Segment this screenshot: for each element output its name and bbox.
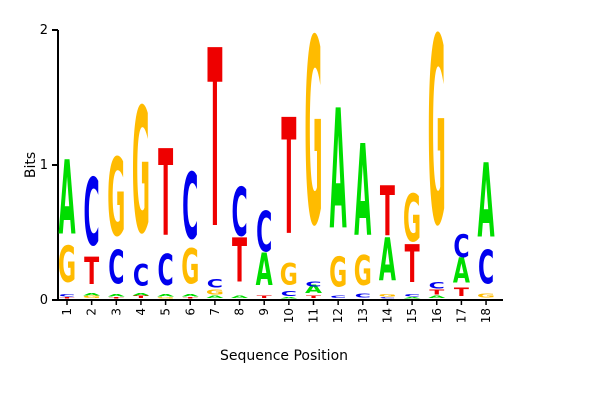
logo-letter-A: A xyxy=(83,292,101,296)
logo-letter-A: A xyxy=(206,295,224,299)
logo-letter-G: G xyxy=(181,238,199,295)
logo-letter-C: C xyxy=(207,278,223,291)
logo-letter-T: T xyxy=(454,286,469,299)
x-tick-label: 3 xyxy=(109,308,123,316)
logo-letter-C: C xyxy=(158,246,174,295)
logo-letter-G: G xyxy=(157,297,175,299)
logo-letter-A: A xyxy=(478,144,495,261)
logo-letter-C: C xyxy=(281,289,297,298)
logo-letter-C: C xyxy=(330,295,346,299)
logo-letter-C: C xyxy=(84,159,100,266)
x-tick-label: 15 xyxy=(405,308,419,323)
logo-letter-C: C xyxy=(355,292,371,299)
y-tick-label: 2 xyxy=(40,23,48,38)
x-tick-label: 1 xyxy=(60,308,74,316)
x-tick-label: 12 xyxy=(331,308,345,323)
logo-letter-C: C xyxy=(478,240,494,295)
logo-letter-T: T xyxy=(84,251,99,294)
logo-letter-C: C xyxy=(429,280,445,291)
logo-letter-T: T xyxy=(133,295,148,299)
logo-letter-T: T xyxy=(429,288,445,297)
logo-letter-A: A xyxy=(231,295,249,299)
y-tick-label: 1 xyxy=(40,158,48,173)
logo-letter-A: A xyxy=(132,292,150,296)
logo-letter-T: T xyxy=(207,0,222,283)
logo-letter-A: A xyxy=(58,141,75,258)
logo-letter-T: T xyxy=(405,235,420,295)
logo-letter-C: C xyxy=(108,240,124,295)
y-tick-label: 0 xyxy=(40,293,48,308)
logo-letter-G: G xyxy=(206,288,224,297)
x-tick-label: 14 xyxy=(380,308,394,323)
logo-letter-T: T xyxy=(232,224,247,296)
logo-letter-C: C xyxy=(453,229,469,265)
logo-letter-T: T xyxy=(257,295,272,299)
logo-letter-T: T xyxy=(158,126,173,264)
logo-letter-C: C xyxy=(404,293,420,297)
logo-letter-A: A xyxy=(428,295,446,299)
logo-letter-C: C xyxy=(182,154,198,260)
logo-letter-G: G xyxy=(354,248,372,295)
logo-letter-T: T xyxy=(59,297,75,299)
x-tick-label: 9 xyxy=(257,308,271,316)
x-axis-label: Sequence Position xyxy=(220,348,348,364)
logo-letter-A: A xyxy=(330,75,347,267)
logo-letter-T: T xyxy=(281,86,296,271)
logo-letter-G: G xyxy=(304,0,322,283)
logo-letter-G: G xyxy=(132,71,150,272)
logo-letters: TCGAGATCTACGTACGGACTTAGCAGCTATCTACACGTTA… xyxy=(58,0,495,299)
logo-letter-C: C xyxy=(305,280,321,289)
logo-letter-A: A xyxy=(404,297,422,299)
x-tick-label: 5 xyxy=(159,308,173,316)
logo-letter-A: A xyxy=(256,244,273,296)
x-tick-label: 13 xyxy=(356,308,370,323)
x-tick-label: 4 xyxy=(134,308,148,316)
logo-letter-T: T xyxy=(109,297,125,299)
x-tick-label: 7 xyxy=(208,308,222,316)
y-ticks: 0 1 2 xyxy=(40,23,58,308)
logo-letter-A: A xyxy=(453,250,470,291)
logo-letter-T: T xyxy=(183,297,199,299)
logo-letter-G: G xyxy=(280,258,298,292)
logo-letter-A: A xyxy=(305,284,323,297)
logo-letter-A: A xyxy=(108,293,126,297)
logo-letter-G: G xyxy=(58,237,76,295)
logo-letter-G: G xyxy=(428,0,446,284)
logo-letter-A: A xyxy=(182,293,200,297)
logo-letter-G: G xyxy=(403,182,421,257)
x-tick-label: 2 xyxy=(85,308,99,316)
logo-letter-A: A xyxy=(354,119,371,265)
logo-letter-G: G xyxy=(83,295,101,299)
logo-letter-G: G xyxy=(477,292,495,299)
x-tick-label: 8 xyxy=(233,308,247,316)
logo-letter-G: G xyxy=(107,137,125,262)
x-tick-label: 6 xyxy=(183,308,197,316)
x-tick-label: 11 xyxy=(307,308,321,323)
logo-letter-A: A xyxy=(280,297,298,299)
logo-letter-C: C xyxy=(59,293,75,297)
y-axis-label: Bits xyxy=(23,152,39,178)
x-tick-label: 16 xyxy=(430,308,444,323)
logo-letter-C: C xyxy=(231,174,247,252)
logo-letter-T: T xyxy=(380,172,395,251)
logo-letter-C: C xyxy=(133,260,149,294)
logo-letter-T: T xyxy=(306,295,321,299)
logo-letter-A: A xyxy=(379,226,396,295)
logo-letter-A: A xyxy=(157,293,175,297)
x-tick-label: 10 xyxy=(282,308,296,323)
x-tick-label: 18 xyxy=(479,308,493,323)
x-tick-label: 17 xyxy=(454,308,468,323)
logo-letter-C: C xyxy=(256,200,272,264)
x-ticks: 1 2 3 4 5 6 7 8 9 10 11 12 13 14 15 16 17 18 xyxy=(60,300,493,323)
logo-letter-G: G xyxy=(378,293,396,297)
logo-letter-C: C xyxy=(379,297,395,299)
logo-letter-G: G xyxy=(329,249,347,296)
